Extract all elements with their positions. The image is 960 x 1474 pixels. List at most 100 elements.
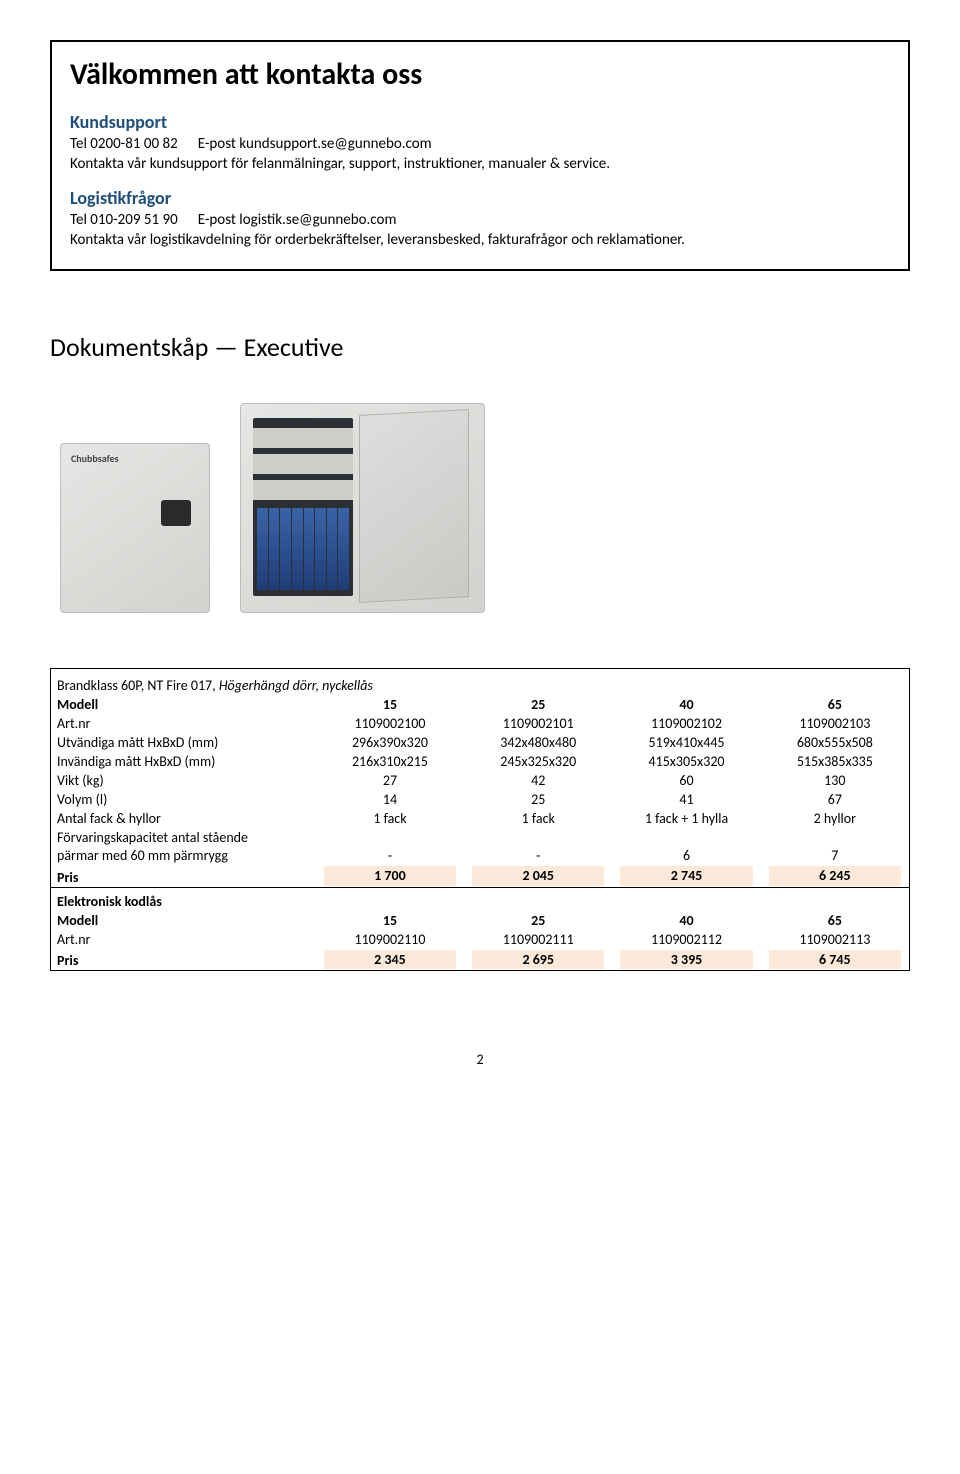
hdr-col-4: 65 [761,695,909,714]
row-label-price: Pris [51,865,316,887]
sec2-hdr-model: Modell [51,911,316,930]
cell: 216x310x215 [316,752,464,771]
kundsupport-tel: Tel 0200-81 00 82 [70,135,178,153]
cell: 7 [761,828,909,865]
cell: 2 hyllor [761,809,909,828]
sec2-col-2: 25 [464,911,612,930]
cell: 14 [316,790,464,809]
row-label-ext: Utvändiga mått HxBxD (mm) [51,733,316,752]
cell: 1109002113 [761,930,909,949]
hdr-col-2: 25 [464,695,612,714]
row-label-fackhyllor: Antal fack & hyllor [51,809,316,828]
product-brand-label: Chubbsafes [71,452,119,465]
cell: 245x325x320 [464,752,612,771]
contact-box: Välkommen att kontakta oss Kundsupport T… [50,40,910,271]
logistik-line: Tel 010-209 51 90 E-post logistik.se@gunn… [70,211,890,229]
sec2-header-row: Modell 15 25 40 65 [51,911,909,930]
cell: 1109002103 [761,714,909,733]
sec2-col-3: 40 [612,911,760,930]
cell: - [316,828,464,865]
page-number: 2 [50,1051,910,1068]
cell: 415x305x320 [612,752,760,771]
safe-interior [253,418,353,596]
hdr-col-3: 40 [612,695,760,714]
price-cell: 6 245 [769,866,901,886]
hdr-model: Modell [51,695,316,714]
row-label-capacity-l1: Förvaringskapacitet antal stående [57,829,248,846]
table-row: Antal fack & hyllor 1 fack 1 fack 1 fack… [51,809,909,828]
table-row: Art.nr 1109002100 1109002101 1109002102 … [51,714,909,733]
cell: 6 [612,828,760,865]
kundsupport-email: E-post kundsupport.se@gunnebo.com [198,135,432,153]
table-header-row: Modell 15 25 40 65 [51,695,909,714]
table-row: Vikt (kg) 27 42 60 130 [51,771,909,790]
cell: 1 fack + 1 hylla [612,809,760,828]
safe-shelf [253,428,353,448]
table-caption-prefix: Brandklass 60P, NT Fire 017, [57,677,219,694]
product-image-row: Chubbsafes [60,403,910,613]
cell: 515x385x335 [761,752,909,771]
price-cell: 2 695 [472,950,604,970]
cell: 1109002111 [464,930,612,949]
cell: 42 [464,771,612,790]
logistik-heading: Logistikfrågor [70,187,890,209]
cell: 519x410x445 [612,733,760,752]
spec-table: Brandklass 60P, NT Fire 017, Högerhängd … [50,668,910,971]
safe-binders [257,508,349,590]
logistik-email: E-post logistik.se@gunnebo.com [198,211,397,229]
table-caption-row: Brandklass 60P, NT Fire 017, Högerhängd … [51,669,909,695]
cell: 680x555x508 [761,733,909,752]
kundsupport-desc: Kontakta vår kundsupport för felanmälnin… [70,155,890,173]
sec2-row-label-artnr: Art.nr [51,930,316,949]
row-label-weight: Vikt (kg) [51,771,316,790]
product-image-open [240,403,485,613]
price-cell: 2 745 [620,866,752,886]
safe-door [359,409,469,603]
page-title: Dokumentskåp — Executive [50,331,910,363]
cell: 41 [612,790,760,809]
cell: 130 [761,771,909,790]
cell: 1109002110 [316,930,464,949]
sec2-price-row: Pris 2 345 2 695 3 395 6 745 [51,949,909,971]
cell: 1109002112 [612,930,760,949]
cell: 67 [761,790,909,809]
kundsupport-heading: Kundsupport [70,111,890,133]
table-row: Invändiga mått HxBxD (mm) 216x310x215 24… [51,752,909,771]
kundsupport-line: Tel 0200-81 00 82 E-post kundsupport.se@g… [70,135,890,153]
table-row: Volym (l) 14 25 41 67 [51,790,909,809]
row-label-artnr: Art.nr [51,714,316,733]
sec2-title-row: Elektronisk kodlås [51,892,909,911]
cell: 25 [464,790,612,809]
contact-title: Välkommen att kontakta oss [70,56,890,93]
price-cell: 1 700 [324,866,456,886]
cell: 342x480x480 [464,733,612,752]
price-cell: 2 345 [324,950,456,970]
table-caption-italic: Högerhängd dörr, nyckellås [219,677,373,694]
table-row: Art.nr 1109002110 1109002111 1109002112 … [51,930,909,949]
cell: 1109002102 [612,714,760,733]
sec2-col-1: 15 [316,911,464,930]
price-cell: 6 745 [769,950,901,970]
sec2-col-4: 65 [761,911,909,930]
cell: 296x390x320 [316,733,464,752]
hdr-col-1: 15 [316,695,464,714]
cell: 1 fack [464,809,612,828]
row-label-volume: Volym (l) [51,790,316,809]
cell: 1 fack [316,809,464,828]
keypad-icon [161,500,191,526]
logistik-tel: Tel 010-209 51 90 [70,211,178,229]
logistik-desc: Kontakta vår logistikavdelning för order… [70,231,890,249]
cell: - [464,828,612,865]
price-cell: 3 395 [620,950,752,970]
table-row: Utvändiga mått HxBxD (mm) 296x390x320 34… [51,733,909,752]
row-label-capacity-l2: pärmar med 60 mm pärmrygg [57,847,228,864]
sec2-row-label-price: Pris [51,949,316,971]
cell: 1109002100 [316,714,464,733]
price-row: Pris 1 700 2 045 2 745 6 245 [51,865,909,887]
product-image-closed: Chubbsafes [60,443,210,613]
cell: 27 [316,771,464,790]
safe-shelf [253,454,353,474]
table-row: Förvaringskapacitet antal stående pärmar… [51,828,909,865]
cell: 60 [612,771,760,790]
safe-shelf [253,480,353,500]
